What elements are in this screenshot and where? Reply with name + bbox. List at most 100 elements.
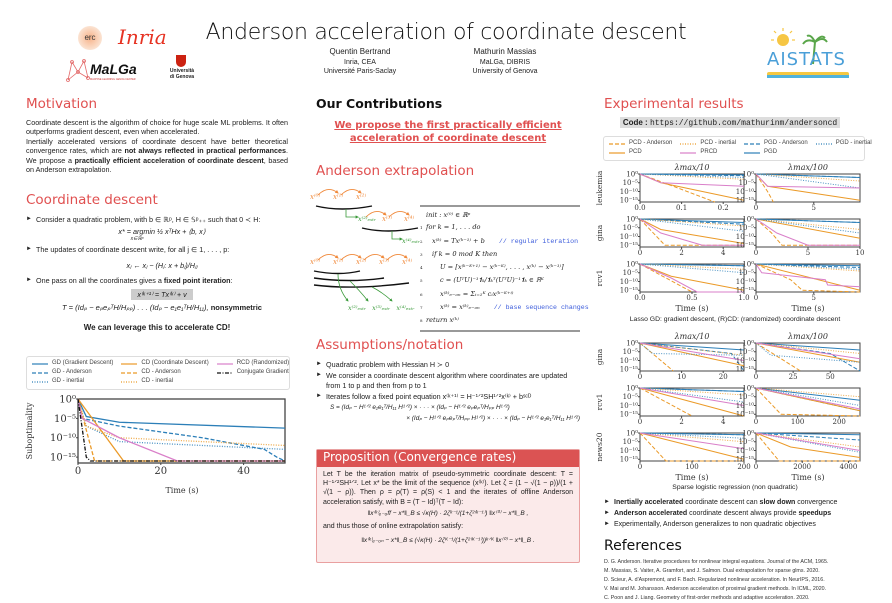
bullet: Inertially accelerated coordinate descen… <box>604 498 884 507</box>
series-line-prcd <box>755 173 861 189</box>
text: Consider a quadratic problem, with b ∈ ℝ… <box>36 214 261 224</box>
legend-label: RCD (Randomized) <box>236 360 290 366</box>
x-tick-label: 0 <box>75 466 81 477</box>
emphasis: fixed point iteration <box>163 276 231 286</box>
equation-subscript: x∈ℝᵖ <box>130 235 144 242</box>
iterate-label: x⁽³⁾ <box>379 257 389 266</box>
y-tick-label: 10⁻⁵ <box>739 224 755 232</box>
highlighted-equation: x⁽ᵏ⁺¹⁾ = Tx⁽ᵏ⁾ + v <box>131 288 193 301</box>
section-title: Experimental results <box>604 96 744 112</box>
y-tick-label: 10⁻¹⁰ <box>736 188 754 196</box>
series-line-prcd <box>639 432 745 450</box>
line-number: 7 <box>420 305 423 311</box>
y-tick-label: 10⁻¹⁵ <box>736 242 754 250</box>
series-line-pgd <box>639 263 745 267</box>
row-label: rcv1 <box>596 270 604 287</box>
iterate-label: x⁽¹⁾ <box>333 192 343 201</box>
reference: V. Mai and M. Johansson. Anderson accele… <box>604 586 827 592</box>
plot-frame <box>77 398 286 464</box>
series-line-pgd <box>755 218 861 223</box>
legend-swatch <box>121 363 138 365</box>
y-tick-label: 10⁻¹⁵ <box>620 242 638 250</box>
y-tick-label: 10⁰ <box>742 260 754 268</box>
algorithm-line: 8 return x⁽ᵏ⁾ <box>420 314 580 327</box>
code-url-link[interactable]: https://github.com/mathurinm/andersoncd <box>649 119 838 128</box>
genova-crest-icon <box>176 55 186 67</box>
line-number: 5 <box>420 278 423 284</box>
emphasis: Anderson accelerated <box>614 510 688 518</box>
contributions-section: Our Contributions We propose the first p… <box>316 96 580 145</box>
legend-swatch <box>121 372 138 374</box>
series-line-pgd-anderson <box>639 218 745 225</box>
algorithm-statement: x⁽ᵏ⁾ = Tx⁽ᵏ⁻¹⁾ + b <box>432 236 485 245</box>
x-tick-label: 200 <box>737 463 750 471</box>
y-tick-label: 10⁻⁵ <box>623 438 639 446</box>
y-tick-label: 10⁻¹⁵ <box>736 287 754 295</box>
legend-label: CD (Coordinate Descent) <box>141 360 209 366</box>
series-line-pcd-anderson <box>755 263 861 293</box>
series-line-pgd <box>639 432 745 436</box>
series-line-pgd-inertial <box>755 387 861 406</box>
lasso-caption: Lasso GD: gradient descent, (R)CD: (rand… <box>629 316 841 323</box>
series-line-prcd <box>755 342 861 360</box>
y-tick-label: 10⁰ <box>626 384 638 392</box>
extrapolated-label: x⁽⁴⁾ₑₓₜᵣ <box>402 237 420 245</box>
series-line-prcd <box>639 173 745 187</box>
emphasis: not always reflected in practical perfor… <box>124 146 286 156</box>
aistats-text: AISTATS <box>767 49 846 70</box>
emphasis: practically efficient acceleration of co… <box>74 155 264 165</box>
series-line-pcd-anderson <box>755 432 860 462</box>
y-tick-label: 10⁻¹⁵ <box>620 411 638 419</box>
legend-swatch <box>680 143 697 145</box>
extrapolated-labels: x⁽²⁾ₑₓₜᵣ x⁽³⁾ₑₓₜᵣ x⁽⁴⁾ₑₓₜᵣ <box>348 304 438 313</box>
section-title: Anderson extrapolation <box>316 163 475 179</box>
series-line-cd-inertial <box>77 398 286 447</box>
series-line-gd-inertial <box>77 398 286 451</box>
algorithm-line: 4 U = [x⁽ᵏ⁻ᴷ⁺¹⁾ − x⁽ᵏ⁻ᴷ⁾, . . . , x⁽ᵏ⁾ − … <box>420 261 580 274</box>
series-line-pgd <box>755 387 861 401</box>
bullet: Anderson accelerated coordinate descent … <box>604 509 884 518</box>
row-label: rcv1 <box>596 394 604 411</box>
x-tick-label: 50 <box>826 373 835 381</box>
iterate-label: x⁽²⁾ <box>356 192 366 201</box>
plot-frame <box>755 387 861 417</box>
legend-entry: PGD <box>744 149 808 157</box>
legend-entry: PGD - inertial <box>815 140 872 148</box>
y-tick-label: 10⁻¹⁵ <box>620 197 638 205</box>
algorithm-statement: if k = 0 mod K then <box>432 249 498 258</box>
bullet: The updates of coordinate descent write,… <box>26 245 288 270</box>
algorithm-statement: init : x⁽⁰⁾ ∈ ℝᵖ <box>426 211 471 219</box>
x-tick-label: 0 <box>638 463 642 471</box>
legend-label: GD - Anderson <box>52 368 92 375</box>
legend-swatch <box>609 152 625 154</box>
legend-entry: Conjugate Gradient <box>216 369 289 377</box>
row-label: gina <box>596 348 604 365</box>
plot-frame <box>755 432 861 462</box>
series-line-pgd-anderson <box>755 432 861 441</box>
bullet: Iterates follow a fixed point equation x… <box>316 392 580 402</box>
series-line-prcd <box>639 342 745 361</box>
y-tick-label: 10⁰ <box>626 429 638 437</box>
contribution-line: acceleration of coordinate descent <box>349 132 547 144</box>
text: . We propose a <box>26 146 288 165</box>
series-line-pgd <box>639 173 745 176</box>
inria-logo: Inria <box>118 25 167 49</box>
series-line-pcd <box>639 387 745 417</box>
emphasis: Inertially accelerated <box>614 499 684 506</box>
extrapolated-label: x⁽³⁾ₑₓₜᵣ <box>372 304 391 312</box>
proposition-box: Proposition (Convergence rates) Let T be… <box>316 449 580 563</box>
legend-swatch <box>216 363 233 365</box>
references-list: D. G. Anderson. Iterative procedures for… <box>604 558 884 603</box>
plot-frame <box>755 342 861 372</box>
y-tick-label: 10⁰ <box>626 260 638 268</box>
series-line-pcd <box>755 218 861 239</box>
column-title: λmax/100 <box>787 163 828 172</box>
code-label: Code : <box>622 118 648 127</box>
y-tick-label: 10⁻¹⁰ <box>736 447 754 455</box>
y-tick-label: 10⁰ <box>742 429 754 437</box>
x-tick-label: 0 <box>754 373 758 381</box>
leverage-statement: We can leverage this to accelerate CD! <box>83 323 231 333</box>
legend-label: PRCD <box>700 148 718 155</box>
reference: C. Poon and J. Liang. Geometry of first-… <box>604 595 810 601</box>
iterate-label: x⁽²⁾ <box>356 257 366 266</box>
